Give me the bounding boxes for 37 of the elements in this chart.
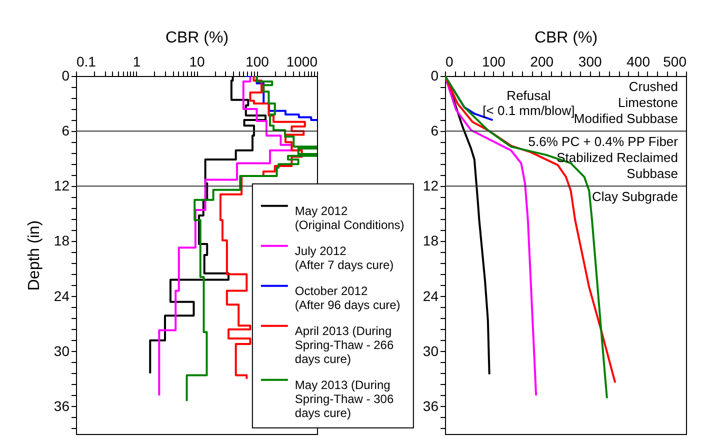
- x-tick-label: 1000: [286, 54, 318, 70]
- y-tick-label: 24: [422, 288, 439, 304]
- annotation: Refusal [< 0.1 mm/blow]: [482, 88, 575, 118]
- y-tick-label: 18: [54, 232, 70, 249]
- x-axis-title: CBR (%): [534, 30, 598, 46]
- legend-label: May 2012 (Original Conditions): [294, 204, 404, 232]
- x-tick-label: 200: [530, 54, 554, 70]
- x-axis-title: CBR (%): [165, 30, 229, 46]
- annotation: Clay Subgrade: [592, 189, 678, 204]
- y-tick-label: 30: [422, 342, 439, 359]
- y-tick-label: 18: [422, 232, 439, 249]
- x-tick-label: 0.1: [76, 54, 96, 70]
- x-tick-label: 100: [482, 54, 506, 70]
- y-tick-label: 0: [62, 68, 70, 84]
- y-tick-label: 6: [62, 122, 70, 139]
- legend-label: April 2013 (During Spring-Thaw - 266 days cure): [294, 324, 394, 366]
- x-tick-label: 10: [189, 54, 205, 70]
- legend-label: October 2012 (After 96 days cure): [294, 284, 400, 312]
- legend-label: July 2012 (After 7 days cure): [294, 244, 394, 272]
- y-axis-title: Depth (in): [26, 220, 43, 291]
- y-tick-label: 30: [54, 342, 70, 359]
- y-tick-label: 12: [422, 178, 439, 194]
- annotation: 5.6% PC + 0.4% PP Fiber Stabilized Reclaimed Subbase: [528, 134, 679, 182]
- x-tick-label: 300: [578, 54, 602, 70]
- x-tick-label: 500: [663, 54, 687, 70]
- y-tick-label: 0: [430, 68, 439, 84]
- y-tick-label: 36: [54, 398, 70, 414]
- x-tick-label: 1: [132, 54, 141, 70]
- y-tick-label: 12: [54, 178, 70, 194]
- x-tick-label: 100: [246, 54, 270, 70]
- y-tick-label: 24: [54, 288, 70, 304]
- x-tick-label: 0: [446, 54, 454, 70]
- annotation: Crushed Limestone Modified Subbase: [574, 79, 678, 126]
- x-tick-label: 400: [626, 54, 650, 70]
- legend-label: May 2013 (During Spring-Thaw - 306 days cure): [294, 378, 394, 420]
- y-tick-label: 36: [422, 398, 439, 414]
- y-tick-label: 6: [430, 122, 439, 139]
